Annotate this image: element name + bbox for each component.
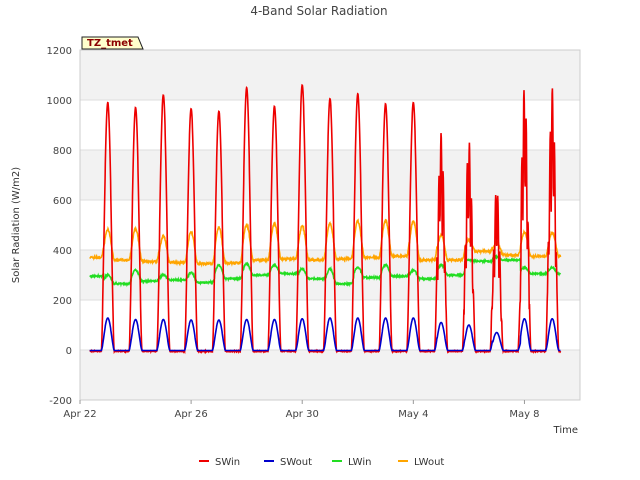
- legend-label: LWin: [348, 457, 371, 468]
- y-tick-label: 1200: [47, 46, 72, 57]
- y-tick-label: 1000: [47, 96, 72, 107]
- y-tick-label: 800: [53, 146, 72, 157]
- y-tick-label: 0: [66, 346, 72, 357]
- series-lines: [89, 83, 562, 355]
- x-tick-label: Apr 26: [175, 409, 208, 420]
- legend: SWin SWout LWin LWout: [199, 457, 444, 468]
- y-axis-label: Solar Radiation (W/m2): [11, 167, 22, 283]
- legend-label: SWout: [280, 457, 312, 468]
- legend-item-swout: SWout: [264, 457, 312, 468]
- badge-label: TZ_tmet: [87, 38, 133, 49]
- legend-label: SWin: [215, 457, 240, 468]
- grid-band: [80, 350, 580, 400]
- chart-title: 4-Band Solar Radiation: [250, 4, 387, 18]
- series-line-swout: [89, 317, 561, 352]
- grid-band: [80, 50, 580, 100]
- legend-label: LWout: [414, 457, 444, 468]
- series-line-swin: [89, 83, 562, 355]
- x-tick-label: May 4: [398, 409, 428, 420]
- y-axis: -200 0 200 400 600 800 1000 1200: [47, 46, 72, 407]
- legend-item-swin: SWin: [199, 457, 240, 468]
- y-tick-label: -200: [49, 396, 72, 407]
- y-tick-label: 400: [53, 246, 72, 257]
- legend-item-lwout: LWout: [398, 457, 444, 468]
- x-tick-label: May 8: [509, 409, 539, 420]
- y-tick-label: 200: [53, 296, 72, 307]
- station-badge: TZ_tmet: [81, 36, 144, 50]
- grid-band: [80, 150, 580, 200]
- x-tick-label: Apr 22: [63, 409, 96, 420]
- x-axis: Apr 22 Apr 26 Apr 30 May 4 May 8: [63, 400, 540, 420]
- x-axis-label: Time: [553, 425, 578, 436]
- y-tick-label: 600: [53, 196, 72, 207]
- x-tick-label: Apr 30: [286, 409, 319, 420]
- plot-frame: [79, 49, 581, 401]
- grid-band: [80, 250, 580, 300]
- legend-item-lwin: LWin: [332, 457, 371, 468]
